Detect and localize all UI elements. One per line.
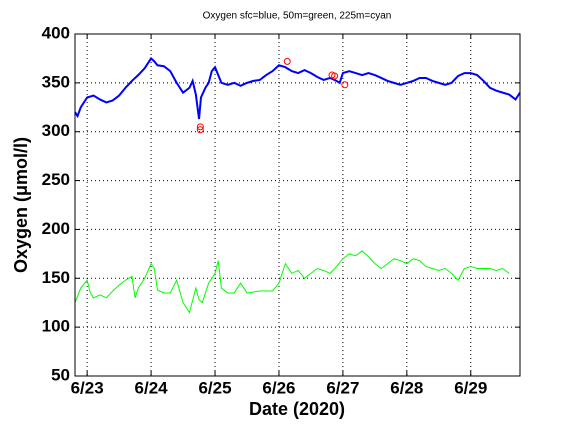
y-tick-label: 150 xyxy=(42,268,70,287)
y-tick-label: 300 xyxy=(42,121,70,140)
data-point xyxy=(331,72,339,80)
data-line xyxy=(74,250,510,314)
x-axis-label: Date (2020) xyxy=(249,399,345,419)
x-tick-label: 6/28 xyxy=(390,378,423,397)
y-tick-label: 50 xyxy=(51,365,70,384)
y-axis-label: Oxygen (μmol/l) xyxy=(11,137,31,273)
chart-title: Oxygen sfc=blue, 50m=green, 225m=cyan xyxy=(203,11,392,22)
x-tick-label: 6/27 xyxy=(326,378,359,397)
y-tick-label: 400 xyxy=(42,23,70,42)
y-tick-label: 200 xyxy=(42,219,70,238)
y-tick-label: 250 xyxy=(42,170,70,189)
y-tick-label: 100 xyxy=(42,317,70,336)
data-line xyxy=(74,56,521,120)
y-tick-label: 350 xyxy=(42,72,70,91)
plot-frame xyxy=(74,33,521,377)
x-tick-label: 6/23 xyxy=(71,378,104,397)
x-tick-label: 6/29 xyxy=(454,378,487,397)
data-point xyxy=(283,57,291,65)
x-tick-label: 6/26 xyxy=(262,378,295,397)
data-point xyxy=(196,126,204,134)
x-tick-label: 6/25 xyxy=(198,378,231,397)
data-point xyxy=(196,123,204,131)
data-point xyxy=(341,81,349,89)
x-tick-label: 6/24 xyxy=(135,378,169,397)
